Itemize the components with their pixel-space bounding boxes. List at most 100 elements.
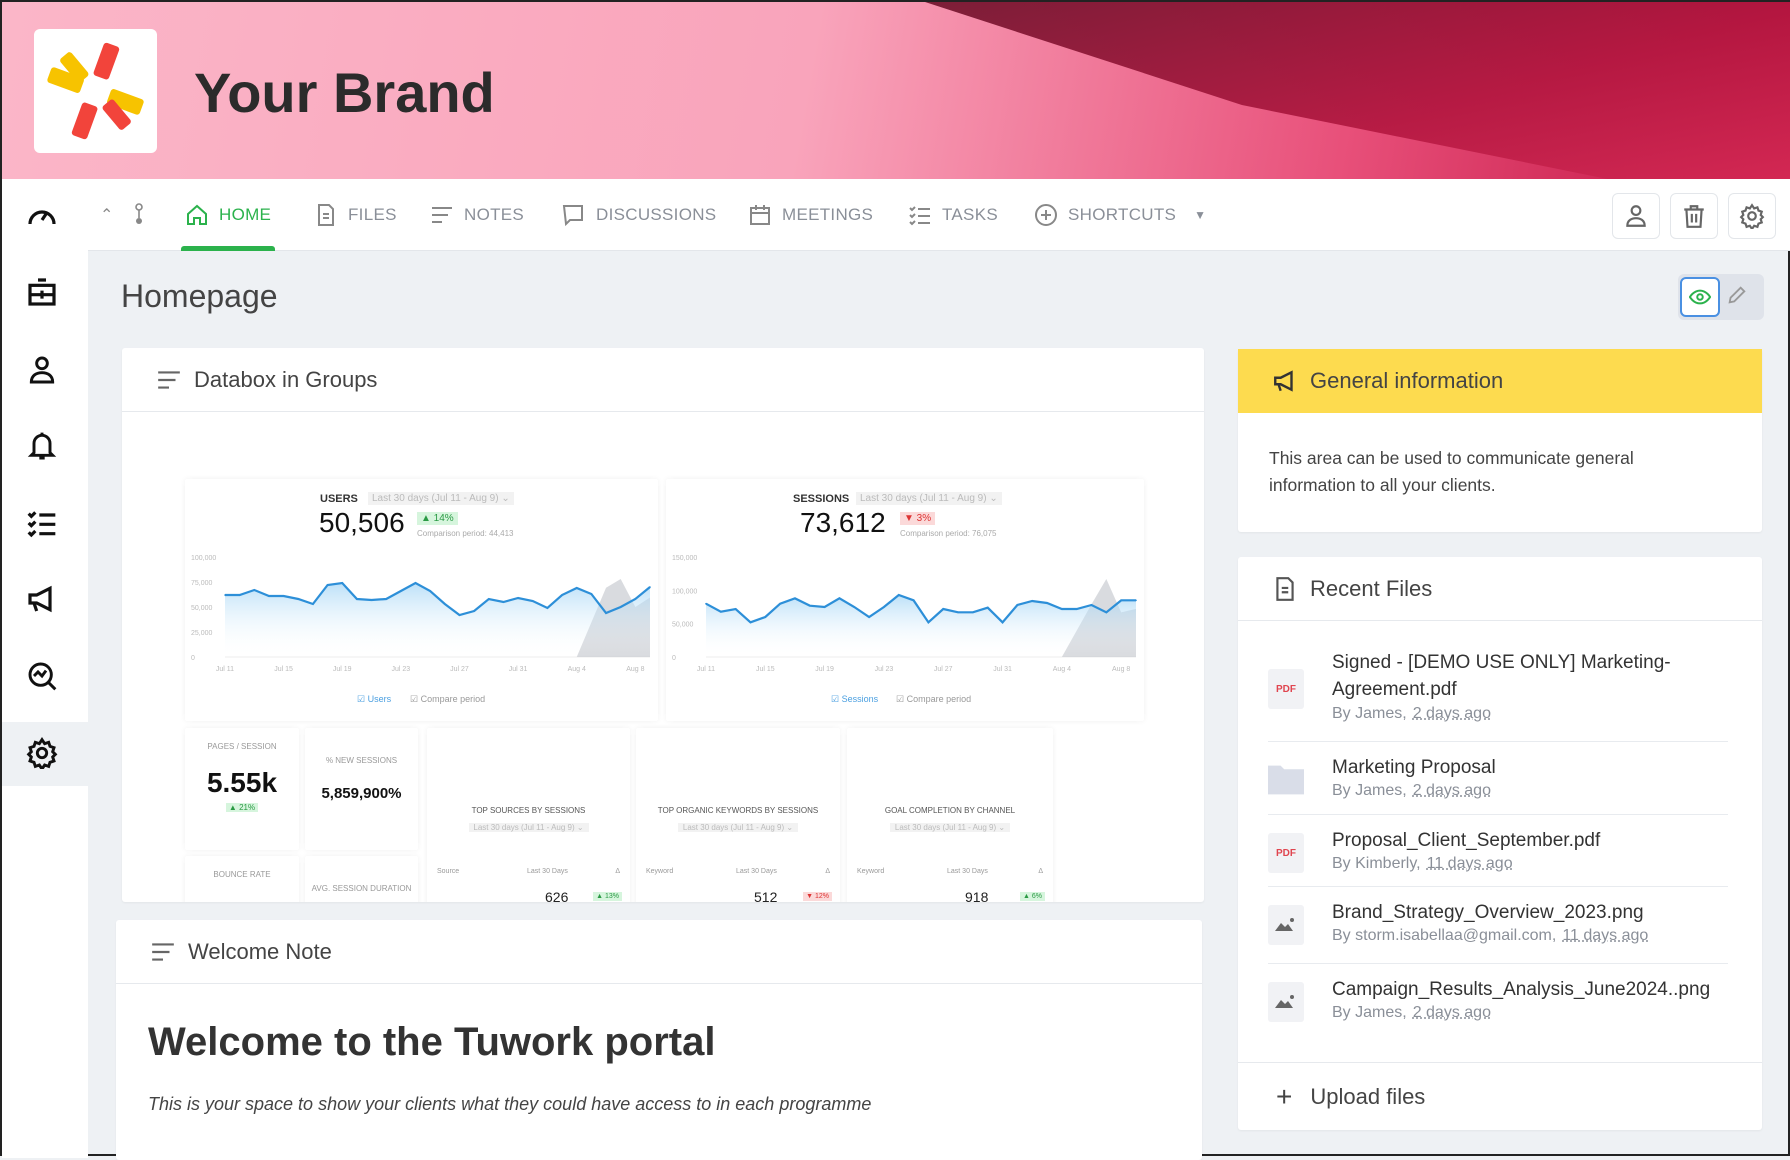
- period-select[interactable]: Last 30 days (Jul 11 - Aug 9) ⌄: [890, 823, 1010, 832]
- plus-circle-icon: [1035, 204, 1057, 226]
- data-point: [749, 621, 752, 624]
- data-point: [531, 600, 534, 602]
- data-point: [619, 606, 622, 608]
- collapse-icon[interactable]: ⌃: [100, 207, 114, 224]
- data-point: [546, 607, 549, 609]
- y-tick-label: 150,000: [672, 555, 697, 562]
- legend-compare[interactable]: ☑ Compare period: [410, 694, 486, 704]
- delete-button[interactable]: [1670, 193, 1718, 239]
- file-name[interactable]: Marketing Proposal: [1332, 757, 1496, 778]
- pencil-icon: [1728, 286, 1746, 304]
- data-point: [561, 594, 563, 596]
- tab-shortcuts[interactable]: SHORTCUTS ▼: [1034, 179, 1206, 251]
- tab-tasks[interactable]: TASKS: [908, 179, 998, 251]
- file-name[interactable]: Proposal_Client_September.pdf: [1332, 830, 1601, 851]
- calendar-icon: [750, 205, 770, 225]
- x-tick-label: Jul 31: [509, 666, 528, 673]
- x-tick-label: Aug 4: [568, 666, 586, 673]
- change-badge: ▲ 14%: [417, 512, 458, 525]
- dashboard-icon[interactable]: [26, 200, 62, 236]
- data-point: [649, 586, 651, 588]
- data-point: [705, 602, 707, 605]
- data-point: [868, 616, 870, 618]
- data-point: [794, 597, 796, 600]
- x-tick-label: Jul 15: [756, 666, 775, 673]
- analytics-search-icon[interactable]: [26, 660, 62, 696]
- data-point: [808, 604, 811, 607]
- pin-icon[interactable]: [134, 203, 144, 230]
- legend-compare[interactable]: ☑ Compare period: [896, 694, 972, 704]
- period-select[interactable]: Last 30 days (Jul 11 - Aug 9) ⌄: [678, 823, 798, 832]
- file-item[interactable]: Brand_Strategy_Overview_2023.png By stor…: [1268, 887, 1728, 964]
- x-tick-label: Jul 15: [274, 666, 293, 673]
- y-tick-label: 50,000: [191, 605, 213, 612]
- data-point: [897, 594, 900, 596]
- tab-notes[interactable]: NOTES: [430, 179, 524, 251]
- data-point: [400, 590, 402, 592]
- tab-home[interactable]: HOME: [180, 179, 276, 251]
- pdf-icon: PDF: [1268, 669, 1304, 709]
- edit-button[interactable]: [1726, 284, 1748, 311]
- data-point: [912, 599, 915, 602]
- data-point: [268, 595, 270, 597]
- briefcase-icon[interactable]: [26, 276, 62, 312]
- data-point: [942, 608, 945, 610]
- general-info-text: This area can be used to communicate gen…: [1269, 448, 1634, 495]
- legend-users[interactable]: ☑ Users: [357, 694, 392, 704]
- x-tick-label: Jul 23: [875, 666, 894, 673]
- x-tick-label: Aug 8: [1112, 666, 1130, 673]
- data-point: [853, 606, 856, 608]
- widget-new-sessions: % NEW SESSIONS 5,859,900%: [305, 728, 418, 850]
- users-value: 50,506: [319, 507, 405, 538]
- file-name[interactable]: Brand_Strategy_Overview_2023.png: [1332, 902, 1644, 923]
- x-tick-label: Jul 31: [993, 666, 1012, 673]
- view-button[interactable]: [1680, 277, 1720, 317]
- y-tick-label: 75,000: [191, 580, 213, 587]
- data-point: [385, 598, 388, 600]
- tab-files[interactable]: FILES: [314, 179, 397, 251]
- widget-table: TOP SOURCES BY SESSIONS Last 30 days (Ju…: [427, 728, 630, 902]
- data-point: [1120, 599, 1122, 602]
- series-area: [225, 583, 650, 657]
- bell-icon[interactable]: [26, 430, 62, 466]
- comparison-text: Comparison period: 76,075: [900, 529, 997, 538]
- data-point: [282, 595, 285, 597]
- period-select[interactable]: Last 30 days (Jul 11 - Aug 9) ⌄: [856, 492, 1002, 505]
- data-point: [326, 584, 329, 586]
- notes-icon: [152, 942, 174, 961]
- data-point: [1135, 599, 1137, 602]
- file-item[interactable]: PDF Proposal_Client_September.pdf By Kimb…: [1268, 815, 1728, 887]
- x-tick-label: Jul 11: [697, 666, 715, 673]
- page-title: Homepage: [121, 278, 278, 314]
- series-area: [706, 595, 1136, 657]
- data-point: [605, 612, 607, 614]
- data-point: [458, 614, 461, 616]
- settings-button[interactable]: [1728, 193, 1776, 239]
- folder-icon: [1268, 760, 1304, 800]
- period-select[interactable]: Last 30 days (Jul 11 - Aug 9) ⌄: [468, 823, 589, 832]
- chevron-down-icon: ▼: [1194, 208, 1207, 222]
- gear-icon[interactable]: [26, 737, 62, 773]
- x-tick-label: Jul 23: [392, 666, 411, 673]
- data-point: [1090, 604, 1093, 606]
- data-point: [297, 598, 300, 600]
- file-name[interactable]: Signed - [DEMO USE ONLY] Marketing-Agree…: [1332, 652, 1671, 700]
- upload-files-button[interactable]: + Upload files: [1238, 1062, 1762, 1130]
- period-select[interactable]: Last 30 days (Jul 11 - Aug 9) ⌄: [368, 492, 514, 505]
- tasks-icon[interactable]: [26, 507, 62, 543]
- data-point: [370, 599, 373, 601]
- tab-meetings[interactable]: MEETINGS: [748, 179, 873, 251]
- file-item[interactable]: Campaign_Results_Analysis_June2024..png …: [1268, 964, 1728, 1041]
- file-meta: By Kimberly, 11 days ago: [1332, 855, 1513, 872]
- file-item[interactable]: Marketing Proposal By James, 2 days ago: [1268, 742, 1728, 815]
- file-item[interactable]: PDF Signed - [DEMO USE ONLY] Marketing-Ag…: [1268, 647, 1728, 742]
- megaphone-icon[interactable]: [26, 583, 62, 619]
- file-name[interactable]: Campaign_Results_Analysis_June2024..png: [1332, 979, 1711, 1000]
- user-icon[interactable]: [26, 354, 62, 390]
- data-point: [986, 606, 989, 609]
- databox-card: Databox in Groups USERS Last 30 days (Ju…: [122, 348, 1204, 902]
- data-point: [1075, 608, 1078, 610]
- user-button[interactable]: [1612, 193, 1660, 239]
- tab-discussions[interactable]: DISCUSSIONS: [562, 179, 716, 251]
- legend-sessions[interactable]: ☑ Sessions: [831, 694, 879, 704]
